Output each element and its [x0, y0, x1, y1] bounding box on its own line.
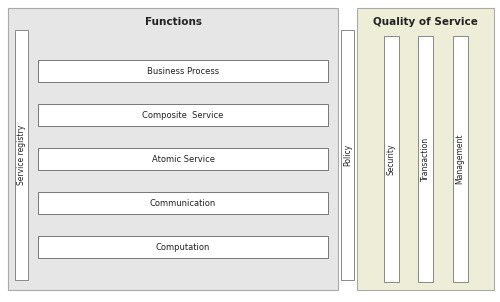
Bar [38, 192, 328, 214]
Text: Management: Management [456, 134, 464, 184]
Text: Atomic Service: Atomic Service [152, 155, 214, 163]
Bar [341, 30, 354, 280]
Bar [452, 36, 468, 282]
Bar [418, 36, 433, 282]
Text: Policy: Policy [343, 144, 352, 166]
Text: Security: Security [386, 143, 396, 175]
Text: Functions: Functions [144, 17, 202, 27]
Bar [38, 104, 328, 126]
Bar [384, 36, 398, 282]
Bar [8, 8, 338, 290]
Text: Business Process: Business Process [147, 66, 219, 76]
Bar [38, 148, 328, 170]
Bar [38, 60, 328, 82]
Bar [357, 8, 494, 290]
Bar [38, 236, 328, 258]
Text: Quality of Service: Quality of Service [373, 17, 478, 27]
Text: Communication: Communication [150, 198, 216, 207]
Text: Transaction: Transaction [421, 137, 430, 181]
Text: Composite  Service: Composite Service [142, 111, 224, 120]
Text: Service registry: Service registry [17, 125, 26, 185]
Bar [15, 30, 28, 280]
Text: Computation: Computation [156, 243, 210, 252]
